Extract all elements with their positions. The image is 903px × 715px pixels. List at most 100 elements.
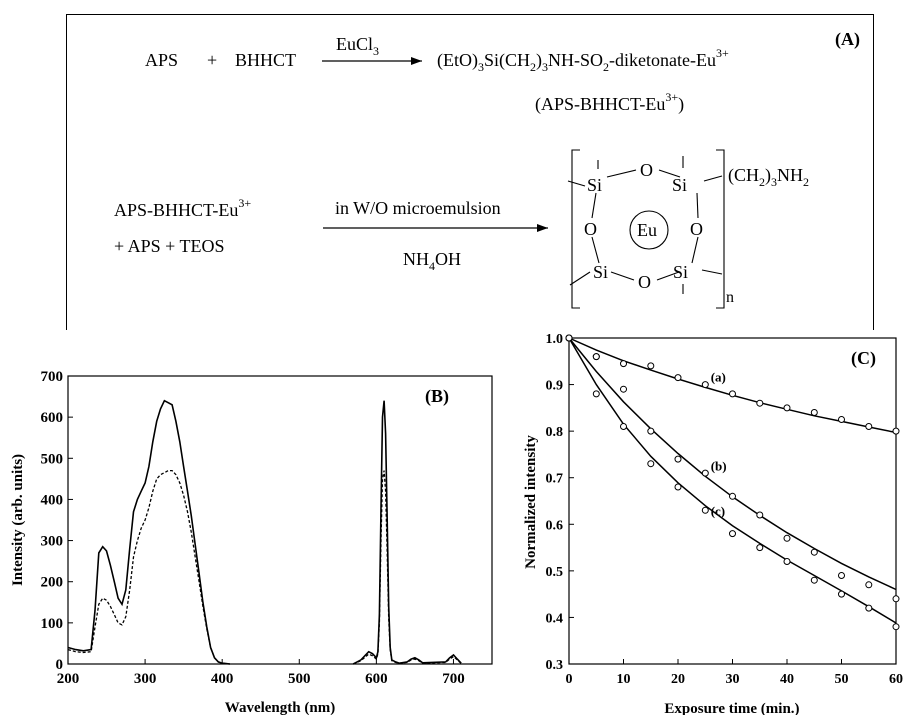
data-point-c (810, 576, 818, 584)
silica-structure (567, 149, 725, 309)
repeat-unit-n: n (726, 289, 734, 306)
y-tick-label-c: 0.4 (546, 611, 564, 626)
data-point-c (620, 423, 627, 430)
data-point-a (810, 409, 818, 416)
data-point-b (647, 427, 655, 435)
data-point-a (865, 423, 873, 430)
ring-o-right: O (690, 219, 703, 239)
data-point-b (810, 548, 818, 556)
reactant-aps: APS (145, 50, 178, 70)
spectrum-line-dashed-1 (67, 469, 230, 665)
y-tick-label-c: 0.7 (546, 472, 564, 487)
x-axis-label-b: Wavelength (nm) (225, 700, 335, 715)
x-axis-label-c: Exposure time (min.) (664, 701, 799, 715)
data-point-b (592, 353, 600, 361)
condition-microemulsion: in W/O microemulsion (335, 198, 501, 218)
y-tick-label-c: 0.3 (546, 658, 564, 673)
spectrum-line-solid-2 (352, 400, 462, 665)
spectrum-line-dashed-3 (352, 470, 462, 665)
data-point-a (701, 381, 709, 389)
product-formula: (EtO)3Si(CH2)3NH-SO2-diketonate-Eu3+ (437, 46, 729, 74)
y-tick-label-c: 0.6 (546, 518, 564, 533)
fit-curve-b (568, 337, 897, 591)
panel-label-c: (C) (851, 348, 876, 369)
y-tick-label-c: 0.8 (546, 425, 564, 440)
x-tick-label-c: 60 (889, 672, 903, 687)
series-group-b (67, 399, 462, 665)
x-tick-label-b: 300 (134, 671, 157, 687)
reactant-aps-bhhct-eu: APS-BHHCT-Eu3+ (114, 196, 251, 220)
y-tick-label-b: 100 (41, 616, 64, 632)
eu-circle (629, 210, 669, 250)
x-tick-label-b: 400 (211, 671, 234, 687)
axis-ticks-c: 0 10 20 30 40 50 60 0.3 0.4 0.5 0.6 0.7 0.8 0.9 1.0 (546, 332, 903, 687)
reactant-bhhct: BHHCT (235, 50, 296, 70)
reaction-scheme-panel: (A) APS + BHHCT EuCl3 (EtO)3Si(CH2)3NH-S… (66, 14, 874, 330)
plot-frame-b (67, 375, 493, 665)
data-point-b (756, 511, 764, 519)
y-tick-label-c: 1.0 (546, 332, 564, 347)
scheme-frame (66, 14, 874, 330)
data-point-c (674, 483, 682, 491)
x-tick-label-c: 10 (617, 672, 631, 687)
data-point-a (783, 404, 791, 412)
panel-label-b: (B) (425, 386, 449, 407)
data-point-c (838, 590, 845, 598)
y-tick-label-b: 700 (41, 369, 64, 385)
condition-nh4oh: NH4OH (403, 249, 461, 273)
series-label-b: (b) (711, 458, 727, 473)
left-bracket (571, 149, 580, 309)
data-point-c (647, 460, 655, 468)
ring-si-top-left: Si (587, 175, 602, 195)
data-point-c (756, 544, 764, 552)
data-point-c (565, 334, 573, 342)
data-point-b (892, 595, 900, 603)
data-point-c (701, 506, 709, 514)
x-tick-label-b: 700 (442, 671, 465, 687)
y-tick-label-b: 200 (41, 575, 64, 591)
x-tick-label-c: 40 (780, 672, 794, 687)
chart-c: (C) 0 10 20 30 40 50 60 0.3 0.4 0.5 0.6 0.7 0.8 0.9 1.… (523, 332, 903, 715)
reaction1-arrow-head (411, 57, 422, 65)
data-point-c (729, 530, 736, 538)
ring-si-bottom-right: Si (673, 262, 688, 282)
data-point-c (892, 623, 900, 631)
x-tick-label-b: 600 (365, 671, 388, 687)
data-point-a (892, 427, 900, 435)
data-point-b (620, 385, 627, 393)
x-tick-label-c: 30 (726, 672, 740, 687)
reaction2-arrow-head (537, 224, 548, 232)
plus-sign: + (207, 50, 217, 70)
ring-si-bottom-left: Si (593, 262, 608, 282)
ring-o-top: O (640, 160, 653, 180)
data-point-c (865, 604, 873, 612)
ring-o-left: O (584, 219, 597, 239)
axis-ticks-b: 200 300 400 500 600 700 0 100 200 300 400 500 600 700 (41, 369, 465, 687)
data-point-a (838, 416, 845, 423)
data-point-b (701, 469, 709, 477)
reactant-aps-teos: + APS + TEOS (114, 236, 225, 256)
data-point-c (783, 558, 791, 565)
y-axis-label-c: Normalized intensity (523, 435, 539, 569)
x-tick-label-b: 200 (57, 671, 80, 687)
x-tick-label-c: 50 (835, 672, 849, 687)
fit-curve-a (568, 337, 897, 434)
x-tick-label-c: 20 (671, 672, 685, 687)
data-point-b (865, 581, 873, 589)
data-point-b (783, 534, 791, 542)
y-tick-label-b: 400 (41, 492, 64, 508)
panel-label-a: (A) (835, 29, 860, 50)
ring-eu: Eu (637, 220, 657, 240)
data-point-a (647, 362, 655, 370)
plot-frame-c (568, 337, 897, 665)
data-point-b (674, 455, 682, 463)
x-tick-label-b: 500 (288, 671, 311, 687)
y-tick-label-b: 500 (41, 451, 64, 467)
series-group-c: (a) (b) (c) (565, 334, 900, 631)
data-point-a (620, 360, 627, 368)
data-point-a (674, 374, 682, 382)
y-tick-label-c: 0.9 (546, 379, 564, 394)
x-tick-label-c: 0 (566, 672, 573, 687)
data-point-a (756, 399, 764, 407)
chart-b: (B) 200 300 400 500 600 700 0 100 200 300 400 500 60… (10, 369, 493, 715)
